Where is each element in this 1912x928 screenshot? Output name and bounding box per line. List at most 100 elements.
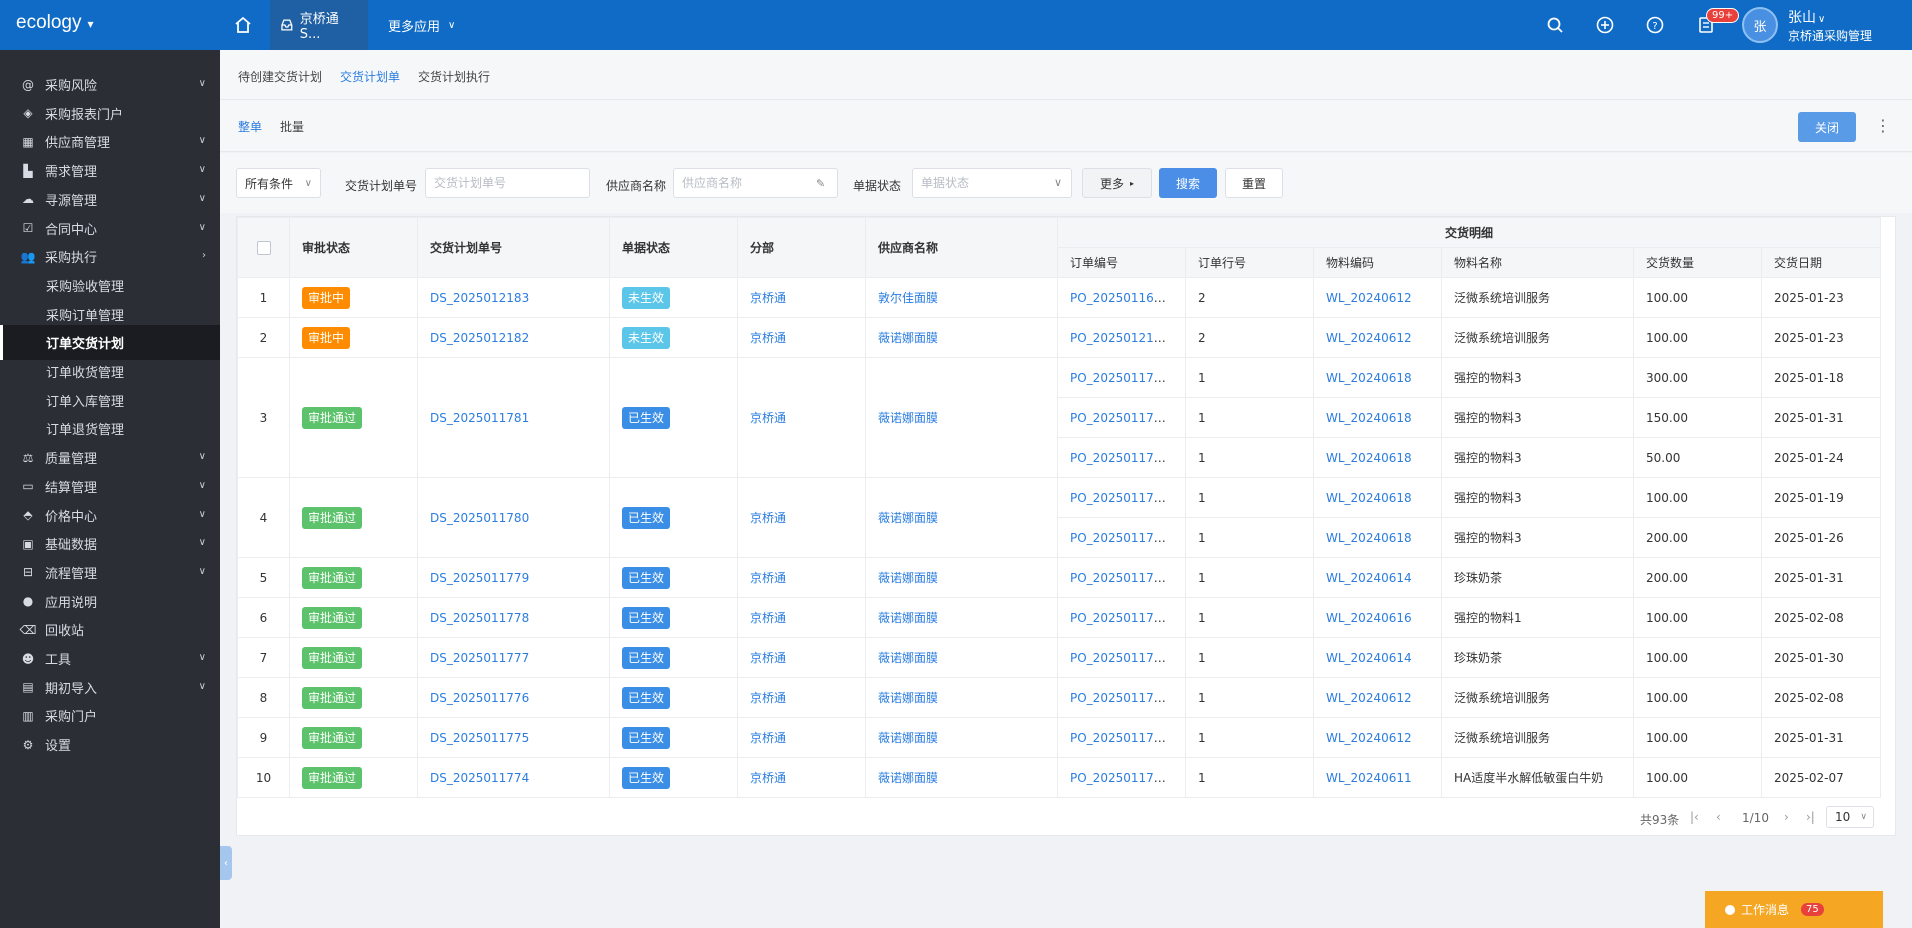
supplier-link[interactable]: 薇诺娜面膜 xyxy=(878,331,939,345)
sidebar-item[interactable]: 采购验收管理 xyxy=(0,268,220,303)
work-message-button[interactable]: 工作消息 75 xyxy=(1705,891,1883,928)
branch-link[interactable]: 京桥通 xyxy=(750,571,787,585)
sidebar-item[interactable]: ⚙ 设置 xyxy=(0,727,220,762)
sidebar-item[interactable]: 采购订单管理 xyxy=(0,297,220,332)
material-code-link[interactable]: WL_20240614 xyxy=(1326,650,1412,665)
supplier-link[interactable]: 薇诺娜面膜 xyxy=(878,511,939,525)
material-code-link[interactable]: WL_20240618 xyxy=(1326,450,1412,465)
supplier-link[interactable]: 薇诺娜面膜 xyxy=(878,611,939,625)
sidebar-item[interactable]: 订单退货管理 xyxy=(0,411,220,446)
more-vertical-icon[interactable]: ⋮ xyxy=(1875,116,1891,135)
table-row[interactable]: 10 审批通过 DS_2025011774 已生效 京桥通 薇诺娜面膜 PO_2025011… xyxy=(237,757,1882,798)
header-material-name[interactable]: 物料名称 xyxy=(1441,247,1634,278)
table-row[interactable]: 4 审批通过 DS_2025011780 已生效 京桥通 薇诺娜面膜 PO_20250117… xyxy=(237,477,1882,558)
tab-batch[interactable]: 批量 xyxy=(280,120,305,134)
order-no-link[interactable]: PO_202501170119 xyxy=(1070,770,1185,785)
supplier-link[interactable]: 薇诺娜面膜 xyxy=(878,731,939,745)
status-select[interactable] xyxy=(912,168,1072,198)
order-no-link[interactable]: PO_202501160114 xyxy=(1070,290,1185,305)
plan-no-input[interactable] xyxy=(425,168,590,198)
sidebar-item[interactable]: ⌫ 回收站 xyxy=(0,612,220,647)
plan-no-link[interactable]: DS_2025011776 xyxy=(430,690,530,705)
header-material-code[interactable]: 物料编码 xyxy=(1313,247,1442,278)
sidebar-item[interactable]: ☁ 寻源管理 ∨ xyxy=(0,182,220,217)
plan-no-link[interactable]: DS_2025011774 xyxy=(430,770,530,785)
sidebar-item[interactable]: ▣ 基础数据 ∨ xyxy=(0,526,220,561)
table-row[interactable]: 8 审批通过 DS_2025011776 已生效 京桥通 薇诺娜面膜 PO_20250117… xyxy=(237,677,1882,718)
material-code-link[interactable]: WL_20240612 xyxy=(1326,330,1412,345)
plan-no-link[interactable]: DS_2025012183 xyxy=(430,290,530,305)
sidebar-item[interactable]: ▦ 供应商管理 ∨ xyxy=(0,124,220,159)
sidebar-item[interactable]: 订单入库管理 xyxy=(0,383,220,418)
branch-link[interactable]: 京桥通 xyxy=(750,611,787,625)
next-page-icon[interactable]: › xyxy=(1784,810,1789,824)
sidebar-item[interactable]: ▤ 期初导入 ∨ xyxy=(0,670,220,705)
prev-page-icon[interactable]: ‹ xyxy=(1716,810,1721,824)
search-button[interactable]: 搜索 xyxy=(1159,168,1217,198)
material-code-link[interactable]: WL_20240618 xyxy=(1326,410,1412,425)
tab-plan-execution[interactable]: 交货计划执行 xyxy=(418,70,491,84)
plan-no-link[interactable]: DS_2025011779 xyxy=(430,570,530,585)
sidebar-item[interactable]: 👥 采购执行 › xyxy=(0,239,220,274)
material-code-link[interactable]: WL_20240611 xyxy=(1326,770,1412,785)
tab-whole-order[interactable]: 整单 xyxy=(238,120,263,134)
table-row[interactable]: 9 审批通过 DS_2025011775 已生效 京桥通 薇诺娜面膜 PO_20250117… xyxy=(237,717,1882,758)
order-no-link[interactable]: PO_2025011701... xyxy=(1070,730,1181,745)
sidebar-item[interactable]: ⚖ 质量管理 ∨ xyxy=(0,440,220,475)
supplier-link[interactable]: 薇诺娜面膜 xyxy=(878,411,939,425)
material-code-link[interactable]: WL_20240612 xyxy=(1326,690,1412,705)
branch-link[interactable]: 京桥通 xyxy=(750,331,787,345)
sidebar-item[interactable]: ● 应用说明 xyxy=(0,584,220,619)
help-icon[interactable]: ? xyxy=(1644,14,1666,36)
header-line-no[interactable]: 订单行号 xyxy=(1185,247,1314,278)
table-row[interactable]: 6 审批通过 DS_2025011778 已生效 京桥通 薇诺娜面膜 PO_20250117… xyxy=(237,597,1882,638)
material-code-link[interactable]: WL_20240618 xyxy=(1326,490,1412,505)
more-apps-menu[interactable]: 更多应用 ∨ xyxy=(388,0,455,50)
tab-plan-orders[interactable]: 交货计划单 xyxy=(340,70,401,84)
material-code-link[interactable]: WL_20240616 xyxy=(1326,610,1412,625)
brand-logo[interactable]: ecology ▾ xyxy=(16,12,94,34)
search-icon[interactable] xyxy=(1544,14,1566,36)
table-row[interactable]: 2 审批中 DS_2025012182 未生效 京桥通 薇诺娜面膜 PO_202501210… xyxy=(237,317,1882,358)
table-row[interactable]: 7 审批通过 DS_2025011777 已生效 京桥通 薇诺娜面膜 PO_20250117… xyxy=(237,637,1882,678)
select-all-cell[interactable] xyxy=(237,217,290,278)
branch-link[interactable]: 京桥通 xyxy=(750,291,787,305)
table-row[interactable]: PO_2025011701... 1 WL_20240618 强控的物料3 50.00 2… xyxy=(238,437,1882,478)
plan-no-link[interactable]: DS_2025011777 xyxy=(430,650,530,665)
order-no-link[interactable]: PO_2025011701... xyxy=(1070,650,1181,665)
order-no-link[interactable]: PO_2025011701... xyxy=(1070,570,1181,585)
material-code-link[interactable]: WL_20240612 xyxy=(1326,730,1412,745)
header-approval[interactable]: 审批状态 xyxy=(289,217,418,278)
header-doc-status[interactable]: 单据状态 xyxy=(609,217,738,278)
sidebar-item[interactable]: ▭ 结算管理 ∨ xyxy=(0,469,220,504)
material-code-link[interactable]: WL_20240618 xyxy=(1326,530,1412,545)
branch-link[interactable]: 京桥通 xyxy=(750,731,787,745)
plan-no-link[interactable]: DS_2025011780 xyxy=(430,510,530,525)
sidebar-item[interactable]: ⬘ 价格中心 ∨ xyxy=(0,498,220,533)
last-page-icon[interactable]: ›| xyxy=(1806,810,1815,824)
header-order-no[interactable]: 订单编号 xyxy=(1057,247,1186,278)
branch-link[interactable]: 京桥通 xyxy=(750,411,787,425)
condition-select[interactable]: 所有条件 ∨ xyxy=(236,168,321,198)
order-no-link[interactable]: PO_2025011701... xyxy=(1070,530,1181,545)
sidebar-item[interactable]: 订单交货计划 xyxy=(0,325,220,361)
sidebar-item[interactable]: ▙ 需求管理 ∨ xyxy=(0,153,220,188)
header-qty[interactable]: 交货数量 xyxy=(1633,247,1762,278)
order-no-link[interactable]: PO_2025011701... xyxy=(1070,490,1181,505)
sidebar-item[interactable]: ☑ 合同中心 ∨ xyxy=(0,211,220,246)
app-tab[interactable]: 京桥通S... xyxy=(270,0,368,50)
select-all-checkbox[interactable] xyxy=(256,240,271,255)
sidebar-item[interactable]: @ 采购风险 ∨ xyxy=(0,67,220,102)
sidebar-item[interactable]: ▥ 采购门户 xyxy=(0,698,220,733)
header-date[interactable]: 交货日期 xyxy=(1760,247,1882,278)
material-code-link[interactable]: WL_20240614 xyxy=(1326,570,1412,585)
plan-no-link[interactable]: DS_2025012182 xyxy=(430,330,530,345)
header-branch[interactable]: 分部 xyxy=(737,217,866,278)
table-row[interactable]: PO_2025011701... 1 WL_20240618 强控的物料3 200.00… xyxy=(238,517,1882,558)
order-no-link[interactable]: PO_2025012101... xyxy=(1070,330,1181,345)
order-no-link[interactable]: PO_2025011701... xyxy=(1070,370,1181,385)
home-icon[interactable] xyxy=(232,14,254,36)
edit-icon[interactable]: ✎ xyxy=(816,177,826,190)
header-supplier[interactable]: 供应商名称 xyxy=(865,217,1058,278)
sidebar-item[interactable]: ⊟ 流程管理 ∨ xyxy=(0,555,220,590)
